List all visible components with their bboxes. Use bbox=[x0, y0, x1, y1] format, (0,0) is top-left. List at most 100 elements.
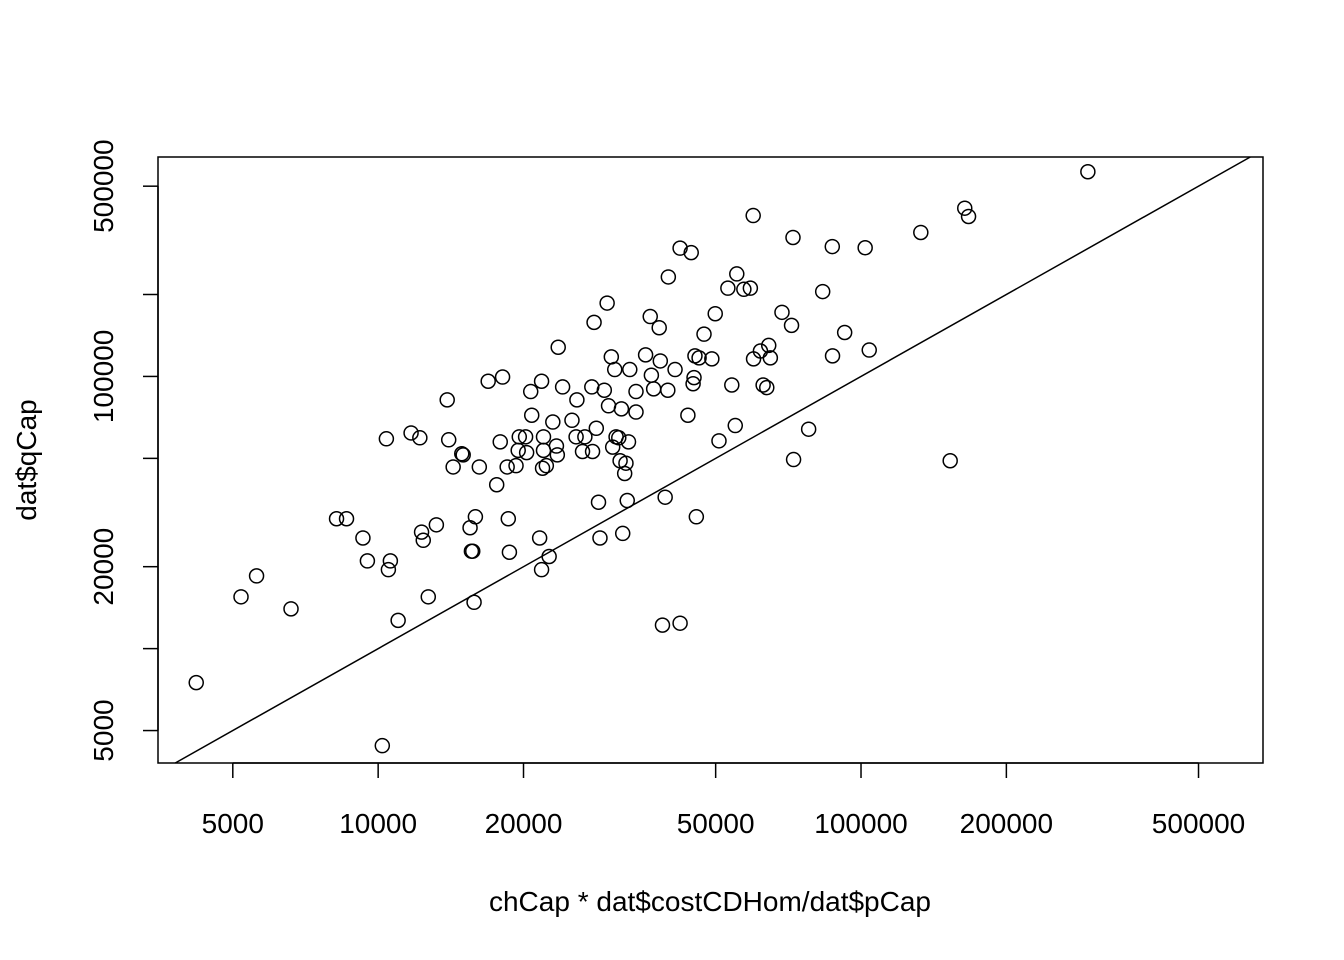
data-point bbox=[488, 476, 505, 493]
data-point bbox=[541, 548, 557, 565]
data-point bbox=[762, 350, 779, 366]
data-point bbox=[686, 369, 702, 386]
x-tick-label: 10000 bbox=[339, 808, 417, 839]
data-point bbox=[660, 269, 677, 285]
data-point bbox=[745, 207, 761, 224]
y-axis-label: dat$qCap bbox=[11, 399, 42, 520]
data-point bbox=[500, 511, 517, 527]
data-point bbox=[439, 392, 455, 408]
data-point bbox=[785, 229, 801, 246]
data-point bbox=[645, 381, 662, 397]
data-point bbox=[1080, 163, 1096, 180]
data-point bbox=[501, 544, 518, 560]
data-point bbox=[688, 509, 705, 525]
data-point bbox=[783, 317, 800, 334]
data-point bbox=[824, 348, 841, 364]
data-point bbox=[642, 308, 658, 325]
data-point bbox=[654, 617, 671, 633]
data-point bbox=[836, 324, 853, 341]
data-point bbox=[724, 377, 740, 393]
data-point bbox=[420, 589, 437, 605]
data-point bbox=[511, 429, 528, 445]
data-point bbox=[355, 530, 371, 546]
y-tick-label: 5000 bbox=[88, 699, 119, 761]
data-point bbox=[691, 350, 707, 366]
reference-line-group bbox=[174, 156, 1251, 764]
data-point bbox=[622, 361, 638, 378]
data-point bbox=[510, 442, 526, 459]
data-point bbox=[957, 200, 973, 216]
data-point bbox=[390, 612, 406, 629]
data-point bbox=[548, 438, 565, 454]
data-point bbox=[720, 280, 736, 296]
data-point bbox=[696, 326, 712, 342]
data-point bbox=[508, 457, 524, 474]
data-point bbox=[651, 319, 667, 336]
data-point bbox=[736, 281, 752, 298]
y-axis: 5000 20000 100000 500000 bbox=[88, 139, 159, 762]
data-point bbox=[471, 459, 488, 475]
data-point bbox=[824, 238, 841, 255]
data-point bbox=[445, 459, 461, 475]
data-point bbox=[574, 443, 591, 460]
data-point bbox=[861, 342, 877, 358]
data-point bbox=[584, 443, 601, 460]
x-tick-label: 20000 bbox=[485, 808, 563, 839]
data-point bbox=[599, 295, 615, 311]
x-tick-label: 500000 bbox=[1152, 808, 1245, 839]
data-point bbox=[704, 351, 720, 367]
data-point bbox=[545, 414, 561, 430]
data-point bbox=[568, 429, 584, 445]
data-point bbox=[711, 433, 727, 449]
data-point bbox=[611, 430, 627, 446]
data-point bbox=[606, 361, 623, 378]
data-point bbox=[374, 737, 391, 754]
data-point bbox=[283, 601, 299, 617]
plot-frame bbox=[157, 156, 1264, 764]
data-point bbox=[523, 407, 540, 424]
y-tick-label: 500000 bbox=[88, 139, 119, 232]
data-point bbox=[960, 208, 977, 225]
data-point bbox=[628, 404, 644, 420]
data-point bbox=[727, 417, 744, 434]
data-point bbox=[517, 429, 534, 445]
x-tick-label: 200000 bbox=[960, 808, 1053, 839]
data-point bbox=[454, 445, 470, 462]
data-point bbox=[403, 425, 419, 441]
data-point bbox=[549, 447, 566, 463]
data-point bbox=[637, 347, 654, 363]
identity-line bbox=[174, 156, 1251, 764]
data-point bbox=[707, 305, 723, 322]
data-point bbox=[533, 373, 550, 390]
data-point bbox=[463, 543, 480, 559]
data-point bbox=[480, 373, 496, 390]
data-point bbox=[760, 337, 777, 354]
data-point bbox=[413, 524, 430, 540]
data-point bbox=[592, 530, 608, 546]
data-point bbox=[614, 525, 631, 542]
data-point bbox=[857, 240, 873, 256]
data-point bbox=[534, 460, 551, 476]
data-point bbox=[667, 361, 683, 378]
data-point bbox=[328, 511, 345, 527]
data-point bbox=[499, 459, 515, 475]
data-point bbox=[759, 379, 775, 396]
data-point bbox=[380, 561, 397, 578]
data-point bbox=[619, 492, 635, 509]
data-point bbox=[603, 349, 620, 365]
x-tick-label: 100000 bbox=[814, 808, 907, 839]
y-tick-label: 100000 bbox=[88, 330, 119, 423]
data-point bbox=[554, 379, 571, 395]
data-point bbox=[455, 447, 471, 463]
data-point bbox=[590, 494, 607, 510]
data-point bbox=[628, 383, 644, 400]
data-point bbox=[494, 369, 511, 385]
x-tick-label: 50000 bbox=[677, 808, 755, 839]
data-point bbox=[620, 434, 637, 450]
data-point bbox=[415, 532, 432, 549]
data-point bbox=[660, 382, 676, 398]
data-point bbox=[577, 429, 593, 445]
data-point bbox=[378, 431, 395, 447]
data-point bbox=[800, 421, 817, 437]
